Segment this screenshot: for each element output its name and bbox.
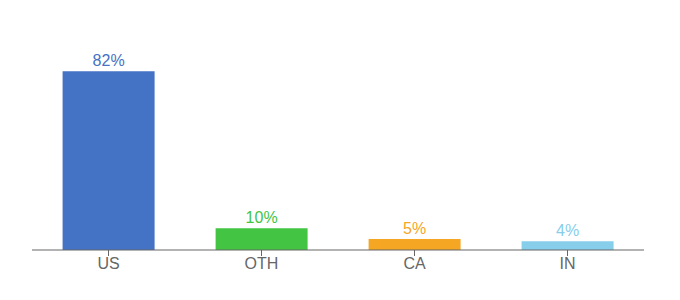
svg-text:82%: 82% xyxy=(93,52,125,69)
svg-text:CA: CA xyxy=(403,255,426,272)
svg-text:OTH: OTH xyxy=(245,255,279,272)
svg-text:5%: 5% xyxy=(403,220,426,237)
svg-text:IN: IN xyxy=(560,255,576,272)
svg-text:US: US xyxy=(97,255,119,272)
svg-text:4%: 4% xyxy=(556,222,579,239)
svg-text:10%: 10% xyxy=(246,209,278,226)
